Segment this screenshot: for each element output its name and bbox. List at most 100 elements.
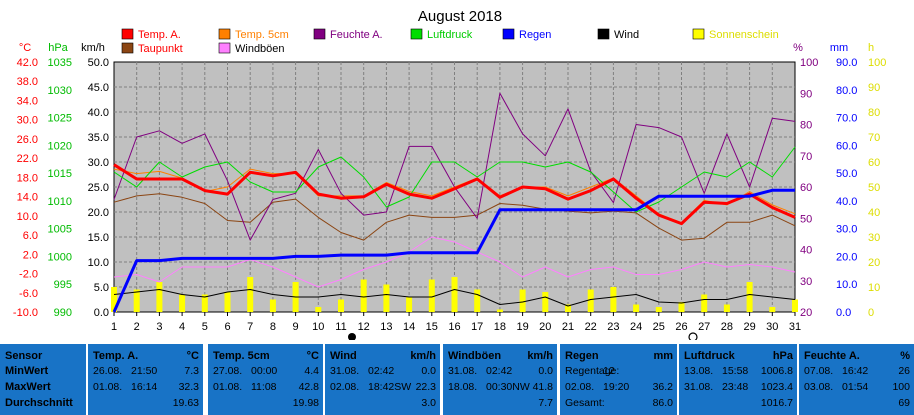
rain-tick-label: 70.0 (836, 113, 857, 125)
stat-value: 1016.7 (760, 397, 793, 409)
stat-time: 02:42 (486, 365, 513, 377)
rain-tick-label: 0.0 (836, 307, 851, 319)
stat-date: 03.08. (804, 381, 834, 393)
rain-tick-label: 60.0 (836, 140, 857, 152)
stat-header: Wind km/h (330, 350, 436, 364)
x-tick-label: 25 (653, 321, 665, 333)
legend-swatch (597, 28, 610, 40)
chart-legend: Temp. A. Temp. 5cm Feuchte A. Luftdruck Rege… (121, 28, 779, 55)
sun-axis-unit: h (868, 42, 874, 54)
x-tick-label: 14 (403, 321, 415, 333)
sunshine-bar (360, 279, 367, 312)
stat-time: 11:08 (251, 381, 277, 393)
sunshine-bar (201, 294, 208, 312)
wind-tick-label: 15.0 (88, 232, 109, 244)
stat-title: Sensor (5, 350, 43, 362)
stat-time: 12 (603, 365, 615, 377)
x-tick-label: 26 (675, 321, 687, 333)
stat-unit: hPa (772, 350, 793, 362)
legend-swatch (692, 28, 705, 40)
x-tick-label: 8 (270, 321, 276, 333)
stat-value: 86.0 (652, 397, 673, 409)
sun-tick-label: 50 (868, 182, 880, 194)
stat-row: 3.0 (330, 397, 436, 411)
stat-value: 32.3 (178, 381, 199, 393)
x-tick-label: 1 (111, 321, 117, 333)
legend-label: Regen (519, 29, 551, 41)
x-tick-label: 31 (789, 321, 801, 333)
stat-unit: mm (653, 350, 673, 362)
stat-value: 19.63 (172, 397, 199, 409)
rain-tick-label: 50.0 (836, 168, 857, 180)
stat-header: Sensor (5, 350, 82, 364)
sunshine-bar (247, 277, 254, 312)
humidity-tick-label: 70 (800, 151, 812, 163)
stat-column-temp-5cm: Temp. 5cm °C 27.08. 00:00 4.4 01.08. 11:08 42.8… (208, 344, 323, 415)
temp-tick-label: 18.0 (17, 172, 38, 184)
sun-tick-label: 40 (868, 207, 880, 219)
pressure-axis-unit: hPa (48, 42, 68, 54)
sunshine-bar (633, 304, 640, 312)
stat-row: 01.08. 11:08 42.8 (213, 381, 319, 395)
stat-row: 7.7 (448, 397, 553, 411)
temp-axis-unit: °C (19, 42, 31, 54)
rain-tick-label: 40.0 (836, 196, 857, 208)
x-tick-label: 23 (607, 321, 619, 333)
stat-row: 03.08. 01:54 100 (804, 381, 910, 395)
stat-header: Windböen km/h (448, 350, 553, 364)
x-tick-label: 6 (224, 321, 230, 333)
legend-label: Sonnenschein (709, 29, 779, 41)
stat-date: Gesamt: (565, 397, 605, 409)
stat-column-wind: Wind km/h 31.08. 02:42 0.0 02.08. 18:42SW 22.3 3… (325, 344, 440, 415)
sunshine-bar (678, 302, 685, 312)
stat-value: 69 (898, 397, 910, 409)
stat-date: 31.08. (448, 365, 478, 377)
legend-label: Feuchte A. (330, 29, 383, 41)
sunshine-bar (179, 294, 186, 312)
legend-label: Luftdruck (427, 29, 473, 41)
stat-time: 21:50 (131, 365, 158, 377)
wind-tick-label: 45.0 (88, 82, 109, 94)
x-tick-label: 10 (312, 321, 324, 333)
stat-value: 4.4 (304, 365, 319, 377)
x-tick-label: 20 (539, 321, 551, 333)
stat-column-temp-a-: Temp. A. °C 26.08. 21:50 7.3 01.08. 16:14 32.3 1… (88, 344, 203, 415)
stat-value: 1023.4 (760, 381, 793, 393)
stat-date: 02.08. (565, 381, 595, 393)
stat-header: Regen mm (565, 350, 673, 364)
rain-axis-unit: mm (830, 42, 848, 54)
stat-column-regen: Regen mm Regentage: 12 02.08. 19:20 36.2 Gesamt… (560, 344, 677, 415)
stat-row: 07.08. 16:42 26 (804, 365, 910, 379)
wind-tick-label: 20.0 (88, 207, 109, 219)
stat-unit: °C (306, 350, 319, 362)
stat-time: 16:14 (131, 381, 158, 393)
rain-tick-label: 30.0 (836, 224, 857, 236)
humidity-tick-label: 100 (800, 57, 818, 69)
sunshine-bar (406, 297, 413, 312)
pressure-tick-label: 1010 (48, 196, 72, 208)
stat-date: 01.08. (213, 381, 243, 393)
temp-tick-label: 22.0 (17, 153, 38, 165)
sunshine-bar (565, 304, 571, 312)
wind-tick-label: 0.0 (94, 307, 109, 319)
wind-axis-unit: km/h (81, 42, 105, 54)
humidity-tick-label: 20 (800, 307, 812, 319)
sun-tick-label: 100 (868, 57, 886, 69)
sun-tick-label: 60 (868, 157, 880, 169)
pressure-tick-label: 990 (54, 307, 72, 319)
humidity-axis-unit: % (793, 42, 803, 54)
stat-value: 41.8 (532, 381, 553, 393)
stat-value: 7.3 (184, 365, 199, 377)
humidity-tick-label: 30 (800, 276, 812, 288)
stat-row: 13.08. 15:58 1006.8 (684, 365, 793, 379)
stat-row: 27.08. 00:00 4.4 (213, 365, 319, 379)
stat-unit: km/h (527, 350, 553, 362)
humidity-tick-label: 50 (800, 213, 812, 225)
humidity-tick-label: 90 (800, 88, 812, 100)
series-regen (112, 188, 795, 313)
sunshine-bar (224, 292, 231, 312)
stat-time: 23:48 (722, 381, 749, 393)
x-axis: 1 2 3 4 5 6 7 8 9 10 11 12 13 14 15 16 17 18 19 20 21 22 23 24 2… (111, 312, 801, 340)
sunshine-bar (111, 287, 117, 312)
x-tick-label: 9 (293, 321, 299, 333)
